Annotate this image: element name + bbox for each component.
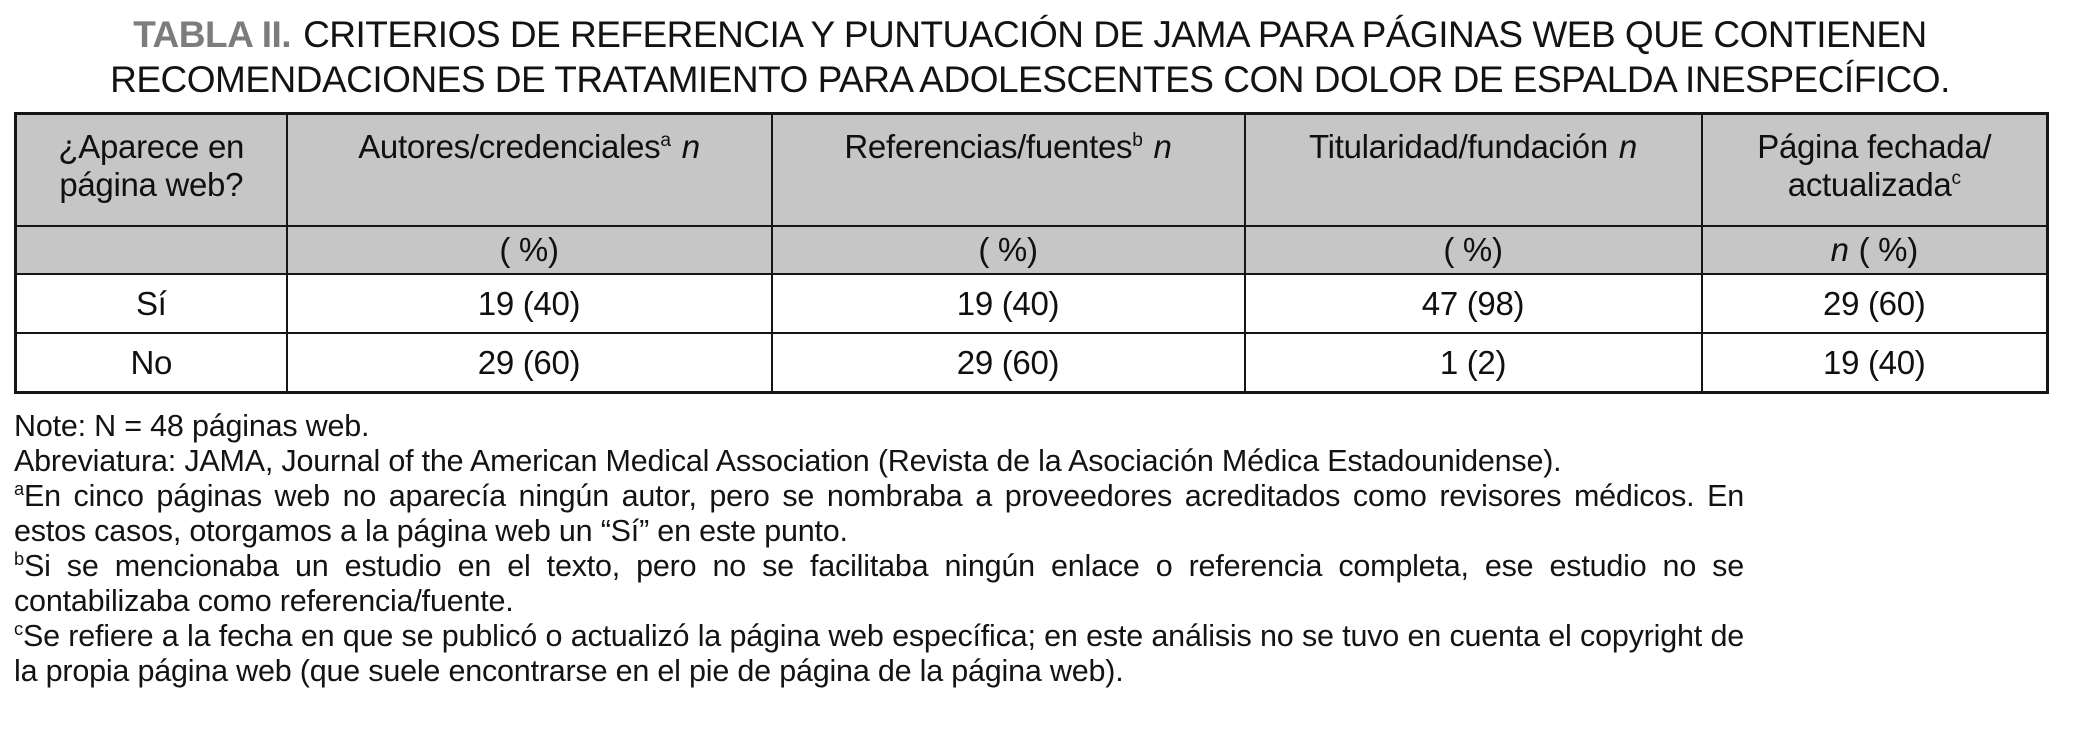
cell-yes-dated: 29 (60) [1700, 273, 2049, 334]
footnote-a: aEn cinco páginas web no aparecía ningún… [14, 477, 1744, 548]
cell-no-authors: 29 (60) [285, 332, 773, 394]
table-title-text-line1: CRITERIOS DE REFERENCIA Y PUNTUACIÓN DE … [303, 14, 1927, 55]
table-footnotes: Note: N = 48 páginas web. Abreviatura: J… [14, 409, 1744, 689]
page: TABLA II. CRITERIOS DE REFERENCIA Y PUNTU… [14, 12, 2049, 689]
cell-no-references: 29 (60) [770, 332, 1246, 394]
table-title: TABLA II. CRITERIOS DE REFERENCIA Y PUNTU… [14, 12, 2046, 102]
cell-no-ownership: 1 (2) [1243, 332, 1703, 394]
table-title-line2: RECOMENDACIONES DE TRATAMIENTO PARA ADOL… [14, 57, 2046, 102]
cell-yes-ownership: 47 (98) [1243, 273, 1703, 334]
jama-criteria-table: ¿Aparece en página web? Autores/credenci… [14, 112, 2049, 394]
header-cell-authors-credentials: Autores/credencialesa n [285, 112, 773, 227]
subheader-cell-empty [14, 225, 288, 275]
table-row-yes: Sí 19 (40) 19 (40) 47 (98) 29 (60) [14, 273, 2049, 334]
header-cell-appears-on-page: ¿Aparece en página web? [14, 112, 288, 227]
subheader-cell-percent-2: ( %) [770, 225, 1246, 275]
cell-no-dated: 19 (40) [1700, 332, 2049, 394]
header-row: ¿Aparece en página web? Autores/credenci… [14, 112, 2049, 227]
table-number-label: TABLA II. [133, 14, 292, 55]
header-cell-ownership-foundation: Titularidad/fundación n [1243, 112, 1703, 227]
footnote-c: cSe refiere a la fecha en que se publicó… [14, 617, 1744, 688]
cell-yes-references: 19 (40) [770, 273, 1246, 334]
header-cell-page-dated-updated: Página fechada/ actualizadac [1700, 112, 2049, 227]
table-title-text-line2: RECOMENDACIONES DE TRATAMIENTO PARA ADOL… [110, 59, 1950, 100]
header-cell-references-sources: Referencias/fuentesb n [770, 112, 1246, 227]
footnote-b: bSi se mencionaba un estudio en el texto… [14, 547, 1744, 618]
subheader-cell-percent-1: ( %) [285, 225, 773, 275]
row-label-no: No [14, 332, 288, 394]
subheader-cell-percent-3: ( %) [1243, 225, 1703, 275]
subheader-row: ( %) ( %) ( %) n( %) [14, 225, 2049, 275]
table-title-line1: TABLA II. CRITERIOS DE REFERENCIA Y PUNTU… [14, 12, 2046, 57]
cell-yes-authors: 19 (40) [285, 273, 773, 334]
footnote-abbreviation: Abreviatura: JAMA, Journal of the Americ… [14, 444, 1562, 478]
table-row-no: No 29 (60) 29 (60) 1 (2) 19 (40) [14, 332, 2049, 394]
footnote-sample-size: Note: N = 48 páginas web. [14, 409, 370, 443]
row-label-yes: Sí [14, 273, 288, 334]
subheader-cell-n-percent: n( %) [1700, 225, 2049, 275]
